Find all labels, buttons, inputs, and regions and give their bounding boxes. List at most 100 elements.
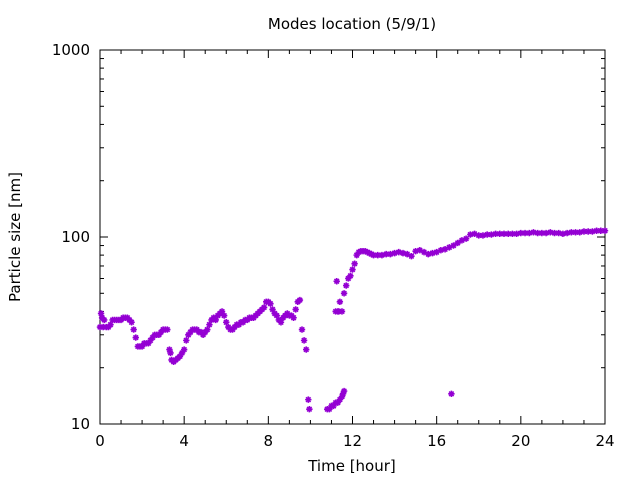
data-point bbox=[353, 251, 360, 259]
data-point bbox=[555, 229, 562, 237]
plot-frame bbox=[99, 49, 606, 425]
data-point bbox=[404, 250, 411, 258]
data-point bbox=[462, 235, 470, 242]
data-point bbox=[199, 331, 207, 338]
data-point bbox=[572, 229, 579, 236]
data-point bbox=[467, 231, 474, 238]
data-point bbox=[147, 337, 154, 344]
data-point bbox=[483, 231, 491, 238]
data-point bbox=[370, 251, 377, 259]
data-point bbox=[149, 334, 156, 341]
data-point bbox=[408, 252, 415, 260]
data-point bbox=[446, 244, 453, 251]
data-point bbox=[399, 249, 407, 257]
data-point bbox=[342, 282, 350, 289]
data-point bbox=[416, 246, 424, 254]
axis-ticks: 0 4 8 12 16 20 24 10 100 1000 bbox=[52, 41, 615, 450]
data-point bbox=[220, 312, 228, 319]
data-point bbox=[361, 247, 369, 255]
data-point bbox=[340, 290, 348, 297]
data-point bbox=[526, 229, 533, 237]
data-point bbox=[193, 326, 200, 333]
x-tick-label: 4 bbox=[179, 432, 189, 450]
data-point bbox=[492, 230, 499, 238]
x-tick-label: 8 bbox=[264, 432, 274, 450]
data-point bbox=[334, 399, 341, 406]
data-point bbox=[229, 326, 236, 333]
x-tick-label: 0 bbox=[95, 432, 105, 450]
data-point bbox=[378, 251, 386, 259]
data-point bbox=[420, 248, 428, 256]
data-point bbox=[164, 326, 171, 333]
data-point bbox=[563, 229, 571, 237]
data-point bbox=[382, 250, 390, 258]
data-point bbox=[425, 250, 432, 258]
data-point bbox=[505, 230, 512, 238]
data-point bbox=[306, 405, 313, 413]
data-point bbox=[584, 228, 592, 235]
data-point bbox=[534, 229, 541, 237]
data-point bbox=[448, 390, 455, 398]
data-point bbox=[387, 250, 394, 258]
data-point bbox=[157, 328, 165, 336]
data-point bbox=[187, 328, 194, 336]
data-point bbox=[132, 334, 139, 341]
data-point bbox=[128, 319, 135, 326]
data-point bbox=[339, 390, 347, 398]
data-point bbox=[340, 387, 348, 395]
data-point bbox=[433, 248, 440, 256]
data-point bbox=[218, 308, 226, 315]
data-point bbox=[597, 227, 604, 234]
data-point bbox=[391, 249, 398, 257]
data-point bbox=[355, 248, 363, 256]
data-point bbox=[273, 312, 280, 319]
data-point bbox=[488, 231, 495, 238]
data-point bbox=[517, 229, 525, 237]
data-point bbox=[212, 316, 219, 324]
data-point bbox=[101, 316, 108, 324]
data-point bbox=[513, 230, 520, 238]
data-point bbox=[580, 228, 588, 235]
data-point bbox=[105, 323, 112, 331]
data-point bbox=[326, 405, 333, 413]
data-point bbox=[530, 229, 537, 236]
data-point bbox=[479, 232, 487, 239]
data-point bbox=[338, 393, 346, 400]
data-point bbox=[225, 323, 232, 331]
data-point bbox=[296, 296, 304, 304]
data-point bbox=[138, 343, 146, 350]
data-point bbox=[441, 246, 449, 253]
data-point bbox=[330, 402, 337, 410]
data-point bbox=[130, 326, 137, 333]
data-point bbox=[559, 230, 567, 238]
data-point bbox=[538, 229, 546, 237]
data-point bbox=[336, 396, 344, 403]
data-point bbox=[290, 314, 297, 321]
data-point bbox=[183, 337, 190, 344]
data-points bbox=[96, 227, 609, 413]
data-point bbox=[374, 251, 381, 259]
data-point bbox=[303, 346, 310, 353]
data-point bbox=[437, 246, 445, 254]
data-point bbox=[593, 227, 600, 234]
data-point bbox=[551, 229, 558, 237]
data-point bbox=[260, 304, 268, 311]
data-point bbox=[204, 326, 211, 333]
data-point bbox=[267, 300, 274, 307]
data-point bbox=[429, 249, 436, 257]
y-axis-label: Particle size [nm] bbox=[6, 172, 24, 302]
data-point bbox=[547, 229, 554, 236]
data-point bbox=[300, 337, 308, 344]
data-point bbox=[450, 242, 457, 249]
data-point bbox=[333, 278, 340, 285]
data-point bbox=[185, 331, 192, 338]
data-point bbox=[107, 321, 114, 328]
data-point bbox=[145, 340, 152, 347]
y-tick-label: 100 bbox=[61, 228, 90, 246]
data-point bbox=[496, 230, 503, 238]
data-point bbox=[475, 232, 482, 239]
data-point bbox=[277, 319, 285, 326]
data-point bbox=[412, 247, 419, 255]
y-tick-label: 1000 bbox=[52, 41, 90, 59]
